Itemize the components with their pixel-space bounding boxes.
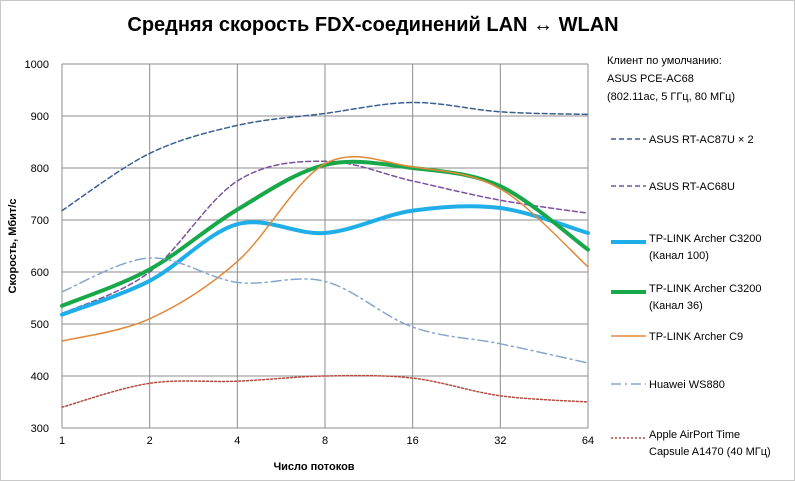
legend-header-line: (802.11ac, 5 ГГц, 80 МГц) <box>607 91 735 103</box>
series-line-6 <box>61 257 589 364</box>
series-line-2 <box>61 160 589 315</box>
legend-label: Capsule A1470 (40 МГц) <box>649 446 771 458</box>
y-tick-label: 700 <box>31 215 49 227</box>
legend-label: (Канал 36) <box>649 300 703 312</box>
series-line-5 <box>61 156 589 342</box>
legend-label: (Канал 100) <box>649 250 709 262</box>
legend-label: TP-LINK Archer C3200 <box>649 283 762 295</box>
series-line-3 <box>60 204 590 317</box>
grid <box>61 63 589 429</box>
x-axis-label: Число потоков <box>273 461 354 473</box>
y-tick-label: 400 <box>31 371 49 383</box>
y-tick-label: 600 <box>31 267 49 279</box>
legend-label: Huawei WS880 <box>649 379 725 391</box>
legend-label: TP-LINK Archer C3200 <box>649 233 762 245</box>
y-tick-label: 300 <box>31 423 49 435</box>
series-line-4 <box>60 159 590 308</box>
legend-label: TP-LINK Archer C9 <box>649 331 743 343</box>
x-tick-label: 2 <box>147 435 153 447</box>
series-line-1 <box>61 101 589 212</box>
x-tick-label: 32 <box>494 435 506 447</box>
legend-header-line: Клиент по умолчанию: <box>607 55 722 67</box>
legend-label: Apple AirPort Time <box>649 429 740 441</box>
legend-header-line: ASUS PCE-AC68 <box>607 73 694 85</box>
x-tick-label: 1 <box>59 435 65 447</box>
x-tick-label: 64 <box>582 435 594 447</box>
x-tick-label: 4 <box>234 435 240 447</box>
y-tick-label: 1000 <box>25 59 49 71</box>
legend: Клиент по умолчанию: ASUS PCE-AC68 (802.11… <box>607 55 771 458</box>
legend-label: ASUS RT-AC87U × 2 <box>649 134 754 146</box>
chart-title: Средняя скорость FDX-соединений LAN ↔ WL… <box>127 14 618 36</box>
y-axis-ticks: 300 400 500 600 700 800 900 1000 <box>25 59 49 435</box>
series-line-7 <box>61 374 589 408</box>
x-axis-ticks: 1 2 4 8 16 32 64 <box>59 435 594 447</box>
legend-label: ASUS RT-AC68U <box>649 181 735 193</box>
x-tick-label: 16 <box>407 435 419 447</box>
y-tick-label: 500 <box>31 319 49 331</box>
y-tick-label: 800 <box>31 163 49 175</box>
x-tick-label: 8 <box>322 435 328 447</box>
y-axis-label: Скорость, Мбит/с <box>7 199 19 294</box>
series-lines <box>60 101 590 408</box>
y-tick-label: 900 <box>31 111 49 123</box>
